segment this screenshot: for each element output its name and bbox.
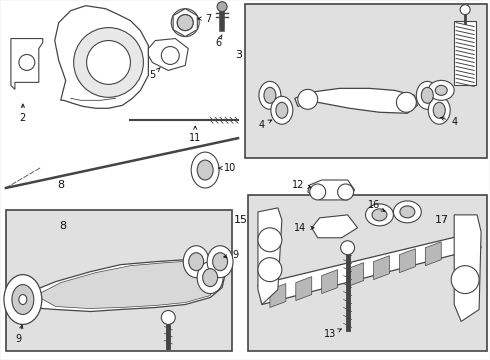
Ellipse shape	[259, 81, 281, 109]
Circle shape	[396, 92, 416, 112]
Text: 4: 4	[441, 117, 457, 127]
Ellipse shape	[428, 80, 454, 100]
Text: 12: 12	[292, 180, 311, 190]
Circle shape	[19, 54, 35, 71]
Polygon shape	[454, 215, 481, 321]
Polygon shape	[425, 242, 441, 266]
Polygon shape	[19, 258, 225, 311]
Polygon shape	[322, 270, 338, 293]
Ellipse shape	[197, 160, 213, 180]
Ellipse shape	[264, 87, 276, 103]
Polygon shape	[308, 180, 355, 200]
Circle shape	[217, 2, 227, 12]
Text: 9: 9	[224, 250, 238, 260]
Polygon shape	[347, 263, 364, 287]
FancyBboxPatch shape	[6, 210, 232, 351]
Text: 11: 11	[189, 126, 201, 143]
Ellipse shape	[433, 102, 445, 118]
Circle shape	[87, 41, 130, 84]
Ellipse shape	[207, 246, 233, 278]
Ellipse shape	[19, 294, 27, 305]
Polygon shape	[36, 261, 218, 309]
Text: 14: 14	[294, 223, 314, 233]
Circle shape	[177, 15, 193, 31]
Ellipse shape	[4, 275, 42, 324]
Text: 3: 3	[236, 50, 243, 60]
Circle shape	[310, 184, 326, 200]
Circle shape	[298, 89, 318, 109]
Polygon shape	[373, 256, 390, 280]
Circle shape	[172, 9, 199, 37]
Circle shape	[161, 46, 179, 64]
Text: 4: 4	[259, 120, 271, 130]
Polygon shape	[296, 276, 312, 301]
Text: 15: 15	[234, 215, 248, 225]
Text: 16: 16	[368, 200, 385, 211]
Ellipse shape	[416, 81, 438, 109]
Text: 17: 17	[435, 215, 449, 225]
Ellipse shape	[203, 269, 218, 287]
Ellipse shape	[213, 253, 227, 271]
Text: 10: 10	[219, 163, 236, 173]
Polygon shape	[55, 6, 148, 108]
Ellipse shape	[421, 87, 433, 103]
FancyBboxPatch shape	[248, 195, 487, 351]
Ellipse shape	[189, 253, 204, 271]
Bar	[454, 21, 476, 85]
FancyBboxPatch shape	[245, 4, 487, 158]
Ellipse shape	[271, 96, 293, 124]
Text: 8: 8	[59, 221, 66, 231]
Text: 2: 2	[20, 104, 26, 123]
Polygon shape	[270, 284, 286, 307]
Circle shape	[451, 266, 479, 293]
Circle shape	[177, 15, 193, 31]
Ellipse shape	[183, 246, 209, 278]
Ellipse shape	[435, 85, 447, 95]
Circle shape	[341, 241, 355, 255]
Polygon shape	[173, 9, 197, 37]
Text: 8: 8	[57, 180, 64, 190]
Polygon shape	[258, 232, 481, 305]
Ellipse shape	[12, 285, 34, 315]
Circle shape	[460, 5, 470, 15]
Ellipse shape	[372, 209, 387, 221]
Ellipse shape	[276, 102, 288, 118]
Ellipse shape	[400, 206, 415, 218]
Polygon shape	[11, 39, 43, 89]
Ellipse shape	[428, 96, 450, 124]
Text: 6: 6	[215, 35, 222, 48]
Circle shape	[258, 258, 282, 282]
Circle shape	[161, 310, 175, 324]
Ellipse shape	[197, 262, 223, 293]
Text: 7: 7	[198, 14, 211, 24]
Ellipse shape	[366, 204, 393, 226]
Ellipse shape	[393, 201, 421, 223]
Polygon shape	[295, 88, 417, 113]
Text: 13: 13	[323, 329, 342, 339]
Polygon shape	[148, 39, 188, 71]
Circle shape	[74, 28, 144, 97]
Ellipse shape	[191, 152, 219, 188]
Circle shape	[338, 184, 354, 200]
Text: 5: 5	[149, 68, 160, 80]
Polygon shape	[312, 215, 358, 238]
Circle shape	[258, 228, 282, 252]
Polygon shape	[258, 208, 282, 305]
Text: 9: 9	[16, 325, 23, 345]
Polygon shape	[399, 249, 416, 273]
